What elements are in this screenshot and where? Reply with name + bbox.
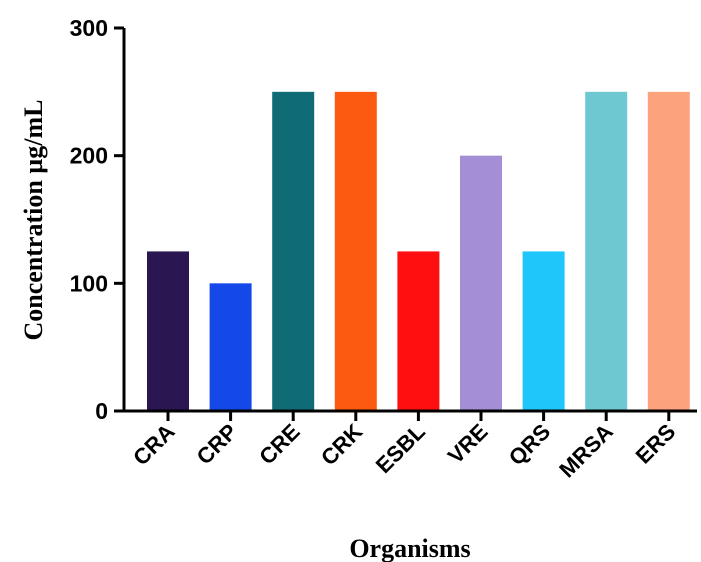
y-axis-title: Concentration µg/mL	[19, 99, 48, 340]
x-tick-label-qrs: QRS	[504, 419, 555, 470]
bars-group	[147, 91, 690, 411]
bar-cre	[272, 91, 315, 411]
y-tick-label: 200	[70, 143, 108, 169]
bar-cra	[147, 251, 189, 411]
x-tick-label-mrsa: MRSA	[554, 419, 618, 483]
x-tick-label-ers: ERS	[631, 419, 681, 469]
x-tick-label-cre: CRE	[254, 419, 305, 470]
x-tick-label-crk: CRK	[316, 419, 367, 470]
x-tick-label-crp: CRP	[192, 419, 243, 470]
bar-ers	[647, 91, 690, 411]
x-tick-label-esbl: ESBL	[371, 419, 430, 478]
bar-crp	[209, 283, 252, 411]
y-tick-label: 0	[95, 398, 108, 424]
x-axis-title: Organisms	[349, 534, 470, 562]
bar-mrsa	[585, 91, 628, 411]
bar-qrs	[522, 251, 565, 411]
x-tick-label-cra: CRA	[128, 419, 179, 470]
y-ticks: 0 100 200 300	[70, 15, 124, 424]
x-ticks: CRA CRP CRE CRK ESBL VRE QRS MRSA ERS	[128, 411, 680, 482]
bar-vre	[460, 155, 502, 411]
bar-esbl	[397, 251, 440, 411]
y-tick-label: 100	[70, 270, 108, 296]
y-tick-label: 300	[70, 15, 108, 41]
x-tick-label-vre: VRE	[443, 419, 493, 469]
bar-crk	[334, 91, 377, 411]
